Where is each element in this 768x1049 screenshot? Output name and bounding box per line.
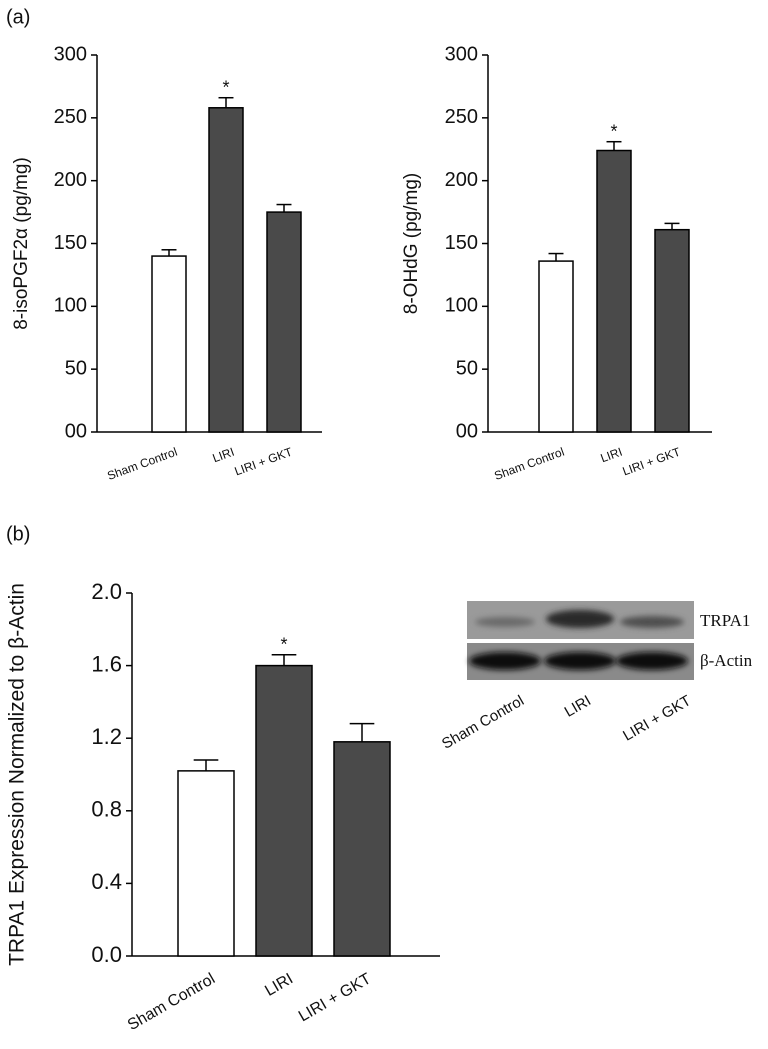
western-blot: TRPA1 β-Actin Sham Control LIRI LIRI + G…: [439, 601, 753, 753]
bar: [208, 107, 244, 433]
significance-marker: *: [222, 77, 229, 97]
y-tick-label: 250: [54, 106, 87, 128]
x-tick-label: Sham Control: [125, 970, 218, 1034]
blot-band: [475, 617, 535, 627]
y-tick-label: 50: [456, 357, 478, 379]
bar: [151, 255, 187, 433]
blot-band-label: β-Actin: [700, 651, 753, 670]
blot-band: [469, 652, 541, 670]
y-tick-label: 50: [65, 357, 87, 379]
y-tick-label: 300: [445, 43, 478, 65]
y-tick-label: 250: [445, 106, 478, 128]
y-tick-label: 150: [445, 232, 478, 254]
blot-lane-label: LIRI + GKT: [620, 692, 694, 744]
significance-marker: *: [280, 634, 287, 654]
x-tick-label: LIRI + GKT: [233, 444, 295, 478]
y-tick-label: 100: [445, 295, 478, 317]
y-tick-label: 0.8: [91, 797, 122, 822]
blot-band: [546, 610, 614, 628]
bar: [177, 770, 235, 957]
y-tick-label: 0.4: [91, 869, 122, 894]
y-axis-label: TRPA1 Expression Normalized to β-Actin: [6, 583, 29, 966]
chart: 00 50 100 150 200 250 300 8-OHdG (pg/mg) Sham Co…: [401, 43, 712, 483]
x-tick-label: LIRI: [262, 970, 296, 999]
x-tick-label: LIRI: [211, 445, 236, 466]
y-axis-label: 8-isoPGF2α (pg/mg): [11, 157, 32, 330]
blot-band: [544, 652, 616, 670]
bar: [596, 149, 632, 433]
y-tick-label: 200: [54, 169, 87, 191]
panel-label: (a): [6, 6, 30, 28]
y-tick-label: 100: [54, 295, 87, 317]
blot-lane-label: Sham Control: [439, 692, 527, 753]
y-tick-label: 00: [65, 420, 87, 442]
x-tick-label: Sham Control: [105, 445, 179, 483]
y-tick-label: 1.6: [91, 651, 122, 676]
panel-label: (b): [6, 523, 30, 545]
y-tick-label: 1.2: [91, 724, 122, 749]
bar: [266, 211, 302, 433]
chart: (a) 00 50 100 150 200 250 300 8-isoPGF2α (pg/mg)…: [6, 6, 322, 483]
y-tick-label: 300: [54, 43, 87, 65]
y-tick-label: 2.0: [91, 579, 122, 604]
bar: [255, 664, 313, 957]
blot-band-label: TRPA1: [700, 611, 750, 630]
blot-lane-label: LIRI: [562, 692, 594, 720]
x-tick-label: LIRI + GKT: [296, 970, 374, 1025]
bar: [654, 228, 690, 433]
x-tick-label: Sham Control: [492, 445, 566, 483]
y-axis-label: 8-OHdG (pg/mg): [401, 173, 422, 314]
bar: [333, 741, 391, 957]
y-tick-label: 00: [456, 420, 478, 442]
blot-band: [620, 616, 684, 628]
x-tick-label: LIRI + GKT: [621, 444, 683, 478]
chart: (b) 0.0 0.4 0.8 1.2 1.6 2.0 TRPA1 Expression No…: [6, 523, 440, 1034]
y-tick-label: 200: [445, 169, 478, 191]
x-tick-label: LIRI: [599, 445, 624, 466]
blot-band: [616, 652, 688, 670]
y-tick-label: 150: [54, 232, 87, 254]
significance-marker: *: [610, 121, 617, 141]
y-tick-label: 0.0: [91, 942, 122, 967]
bar: [538, 260, 574, 433]
blot-divider: [467, 639, 694, 643]
